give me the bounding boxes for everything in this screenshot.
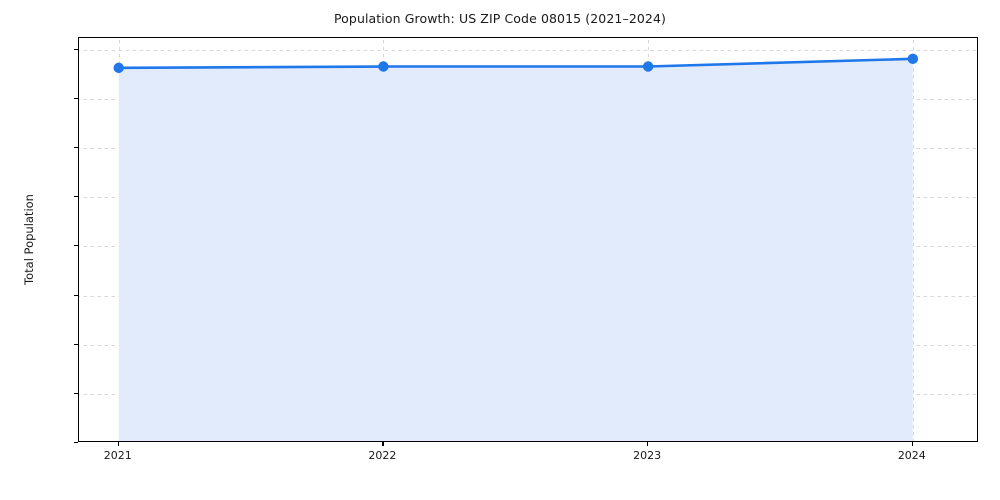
y-tick-mark [74, 392, 78, 394]
y-tick-mark [74, 343, 78, 345]
x-tick-label: 2022 [368, 449, 397, 462]
data-point-2021 [113, 62, 124, 74]
population-series [113, 53, 919, 441]
y-tick-mark [74, 147, 78, 149]
gridline-x-2024 [912, 38, 914, 441]
chart-title: Population Growth: US ZIP Code 08015 (20… [333, 11, 667, 26]
plot-area [78, 37, 978, 442]
line-path [117, 57, 915, 70]
y-tick-mark [74, 442, 78, 444]
data-point-markers [113, 53, 919, 74]
y-axis-label: Total Population [22, 194, 36, 285]
y-tick-mark [74, 48, 78, 50]
x-tick-label: 2021 [103, 449, 132, 462]
y-tick-mark [74, 294, 78, 296]
x-tick-mark [911, 442, 913, 446]
data-point-2022 [378, 61, 389, 72]
y-tick-mark [74, 245, 78, 247]
area-fill [118, 58, 913, 441]
y-tick-mark [74, 97, 78, 100]
x-tick-label: 2024 [897, 449, 926, 462]
data-point-2023 [642, 61, 654, 72]
data-point-2024 [907, 53, 919, 65]
x-tick-mark [647, 442, 649, 446]
x-tick-label: 2023 [633, 449, 662, 462]
x-tick-mark [117, 442, 119, 446]
x-tick-mark [382, 442, 384, 446]
gridline-y-20000 [79, 49, 977, 51]
y-tick-mark [74, 196, 78, 198]
